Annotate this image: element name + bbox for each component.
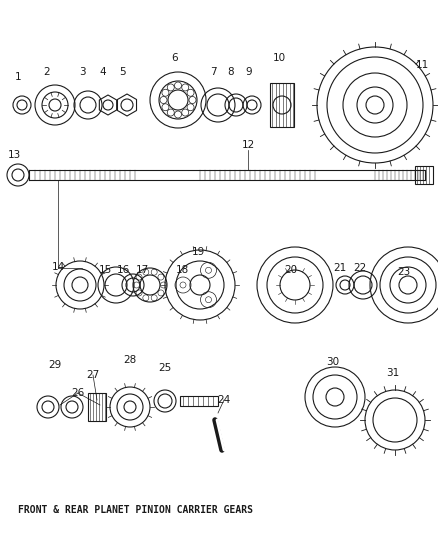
- Text: 8: 8: [228, 67, 234, 77]
- Bar: [415, 166, 433, 184]
- Text: 9: 9: [246, 67, 252, 77]
- Text: 23: 23: [397, 267, 411, 277]
- Text: 12: 12: [241, 140, 254, 150]
- Text: 20: 20: [284, 265, 297, 275]
- Text: 26: 26: [71, 388, 85, 398]
- Text: 4: 4: [100, 67, 106, 77]
- Text: 10: 10: [272, 53, 286, 63]
- Text: 30: 30: [326, 357, 339, 367]
- Text: 13: 13: [7, 150, 21, 160]
- Text: 5: 5: [120, 67, 126, 77]
- Text: 18: 18: [175, 265, 189, 275]
- Bar: [180, 396, 218, 406]
- Text: 24: 24: [217, 395, 231, 405]
- Text: 31: 31: [386, 368, 399, 378]
- Text: 22: 22: [353, 263, 367, 273]
- Text: 1: 1: [15, 72, 21, 82]
- Text: 19: 19: [191, 247, 205, 257]
- Text: 17: 17: [135, 265, 148, 275]
- Text: 16: 16: [117, 265, 130, 275]
- Text: 28: 28: [124, 355, 137, 365]
- Text: 6: 6: [172, 53, 178, 63]
- Text: 3: 3: [79, 67, 85, 77]
- Text: 11: 11: [415, 60, 429, 70]
- Text: 2: 2: [44, 67, 50, 77]
- Text: 15: 15: [99, 265, 112, 275]
- Text: 27: 27: [86, 370, 99, 380]
- Text: FRONT & REAR PLANET PINION CARRIER GEARS: FRONT & REAR PLANET PINION CARRIER GEARS: [18, 505, 253, 515]
- Text: 14: 14: [51, 262, 65, 272]
- Bar: [270, 83, 294, 127]
- Text: 29: 29: [48, 360, 62, 370]
- Text: 21: 21: [333, 263, 346, 273]
- Bar: [88, 393, 106, 421]
- Text: 25: 25: [159, 363, 172, 373]
- Text: 7: 7: [210, 67, 216, 77]
